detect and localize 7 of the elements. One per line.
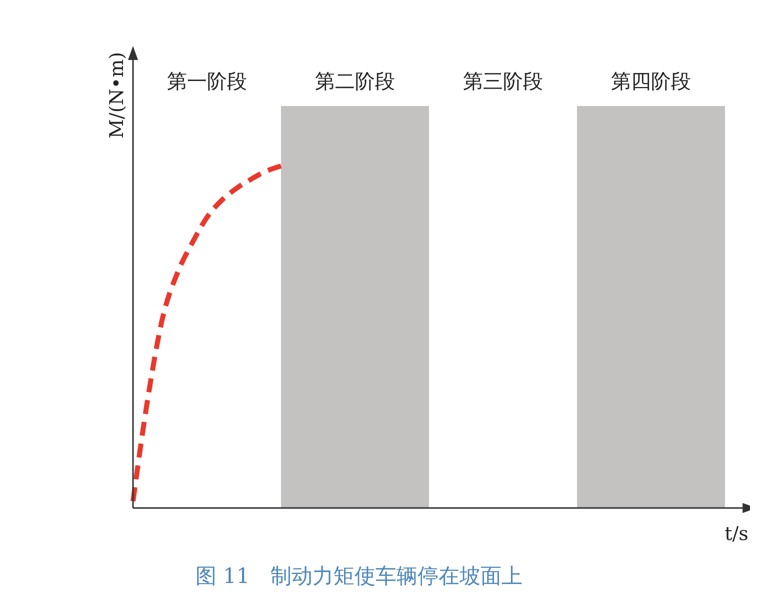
text: 第一阶段 [167, 69, 247, 93]
x-axis-title: t/s [724, 523, 748, 545]
text: 图 11 制动力矩使车辆停在坡面上 [195, 564, 523, 588]
y-axis-title: M/(N•m) [106, 52, 128, 139]
text: 第四阶段 [611, 69, 691, 93]
text: 第三阶段 [463, 69, 543, 93]
text: 第二阶段 [315, 69, 395, 93]
